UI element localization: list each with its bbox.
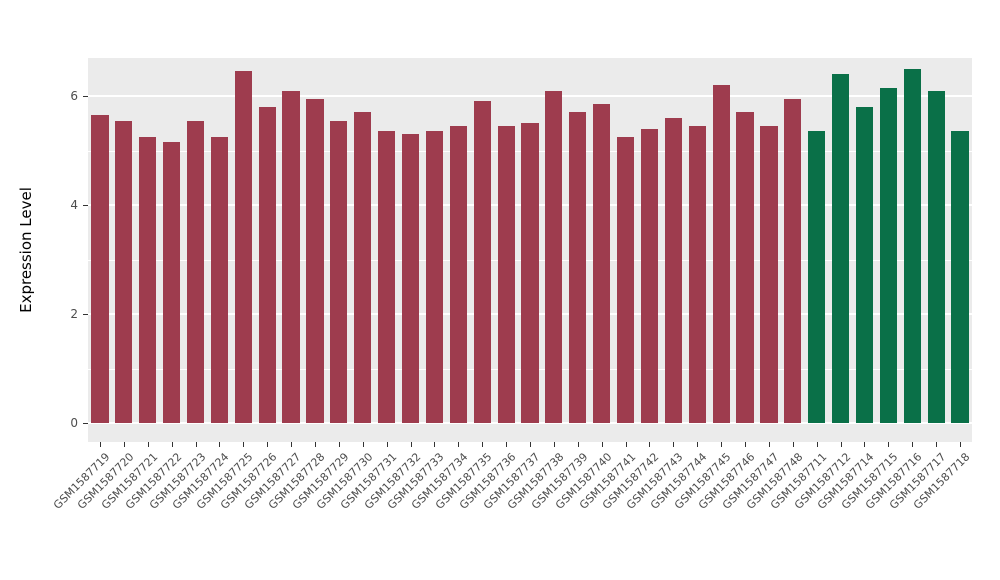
bar-GSM1587737 — [521, 123, 539, 423]
x-tick-mark — [768, 442, 770, 447]
x-tick-mark — [912, 442, 914, 447]
x-tick-mark — [338, 442, 340, 447]
bar-GSM1587712 — [831, 74, 850, 423]
x-tick-mark — [410, 442, 412, 447]
bar-GSM1587738 — [545, 90, 563, 423]
bar-GSM1587740 — [593, 104, 611, 423]
bar-GSM1587731 — [378, 131, 396, 423]
bar-GSM1587711 — [808, 131, 826, 423]
x-tick-mark — [649, 442, 651, 447]
bar-GSM1587719 — [91, 115, 109, 423]
y-tick-mark — [83, 314, 88, 315]
x-tick-mark — [314, 442, 316, 447]
x-tick-mark — [673, 442, 675, 447]
bar-GSM1587730 — [354, 112, 372, 423]
x-tick-mark — [458, 442, 460, 447]
bar-GSM1587739 — [569, 112, 587, 423]
bar-GSM1587714 — [855, 106, 874, 423]
x-tick-mark — [625, 442, 627, 447]
x-tick-mark — [697, 442, 699, 447]
x-tick-mark — [577, 442, 579, 447]
bar-GSM1587718 — [951, 131, 969, 423]
x-tick-mark — [482, 442, 484, 447]
x-tick-mark — [864, 442, 866, 447]
bar-GSM1587745 — [712, 85, 730, 423]
major-gridline-y0 — [88, 422, 972, 424]
x-tick-mark — [99, 442, 101, 447]
x-tick-mark — [721, 442, 723, 447]
bar-GSM1587741 — [616, 136, 635, 423]
x-tick-mark — [816, 442, 818, 447]
plot-panel — [88, 58, 972, 442]
bar-GSM1587732 — [401, 134, 420, 423]
x-tick-mark — [553, 442, 555, 447]
x-tick-mark — [601, 442, 603, 447]
bar-GSM1587744 — [688, 125, 706, 423]
x-tick-mark — [147, 442, 149, 447]
x-tick-mark — [745, 442, 747, 447]
y-tick-mark — [83, 96, 88, 97]
bar-GSM1587734 — [449, 125, 467, 423]
y-tick-label-0: 0 — [70, 416, 78, 430]
bar-GSM1587736 — [497, 125, 515, 423]
bar-GSM1587720 — [115, 120, 133, 423]
bar-GSM1587743 — [664, 117, 682, 423]
x-tick-mark — [506, 442, 508, 447]
bar-GSM1587733 — [425, 131, 444, 423]
x-tick-mark — [123, 442, 125, 447]
x-tick-mark — [888, 442, 890, 447]
bar-GSM1587747 — [760, 125, 778, 423]
bar-GSM1587722 — [163, 142, 181, 423]
x-tick-mark — [267, 442, 269, 447]
bar-GSM1587742 — [640, 128, 659, 423]
y-tick-mark — [83, 423, 88, 424]
bar-GSM1587728 — [306, 98, 324, 423]
x-tick-mark — [386, 442, 388, 447]
y-tick-mark — [83, 205, 88, 206]
x-tick-mark — [171, 442, 173, 447]
bar-GSM1587724 — [210, 136, 228, 423]
bar-GSM1587727 — [282, 90, 300, 423]
y-axis-title: Expression Level — [17, 187, 35, 313]
bar-GSM1587748 — [784, 98, 802, 423]
x-tick-mark — [243, 442, 245, 447]
x-tick-mark — [792, 442, 794, 447]
bar-GSM1587721 — [139, 136, 157, 423]
bar-GSM1587723 — [186, 120, 205, 423]
bar-GSM1587715 — [879, 87, 897, 423]
y-tick-label-2: 2 — [70, 307, 78, 321]
y-tick-label-4: 4 — [70, 198, 78, 212]
y-tick-label-6: 6 — [70, 89, 78, 103]
x-tick-mark — [936, 442, 938, 447]
bar-GSM1587726 — [258, 106, 276, 423]
x-tick-mark — [840, 442, 842, 447]
major-gridline-y6 — [88, 95, 972, 97]
bar-GSM1587725 — [234, 71, 252, 423]
x-tick-mark — [195, 442, 197, 447]
x-tick-mark — [291, 442, 293, 447]
bar-GSM1587716 — [903, 68, 921, 423]
bar-GSM1587746 — [736, 112, 754, 423]
x-tick-mark — [219, 442, 221, 447]
x-tick-mark — [530, 442, 531, 447]
bar-GSM1587735 — [473, 101, 491, 423]
bar-GSM1587729 — [330, 120, 348, 423]
x-tick-mark — [960, 442, 962, 447]
bar-GSM1587717 — [927, 90, 945, 423]
x-tick-mark — [434, 442, 436, 447]
x-tick-mark — [362, 442, 364, 447]
